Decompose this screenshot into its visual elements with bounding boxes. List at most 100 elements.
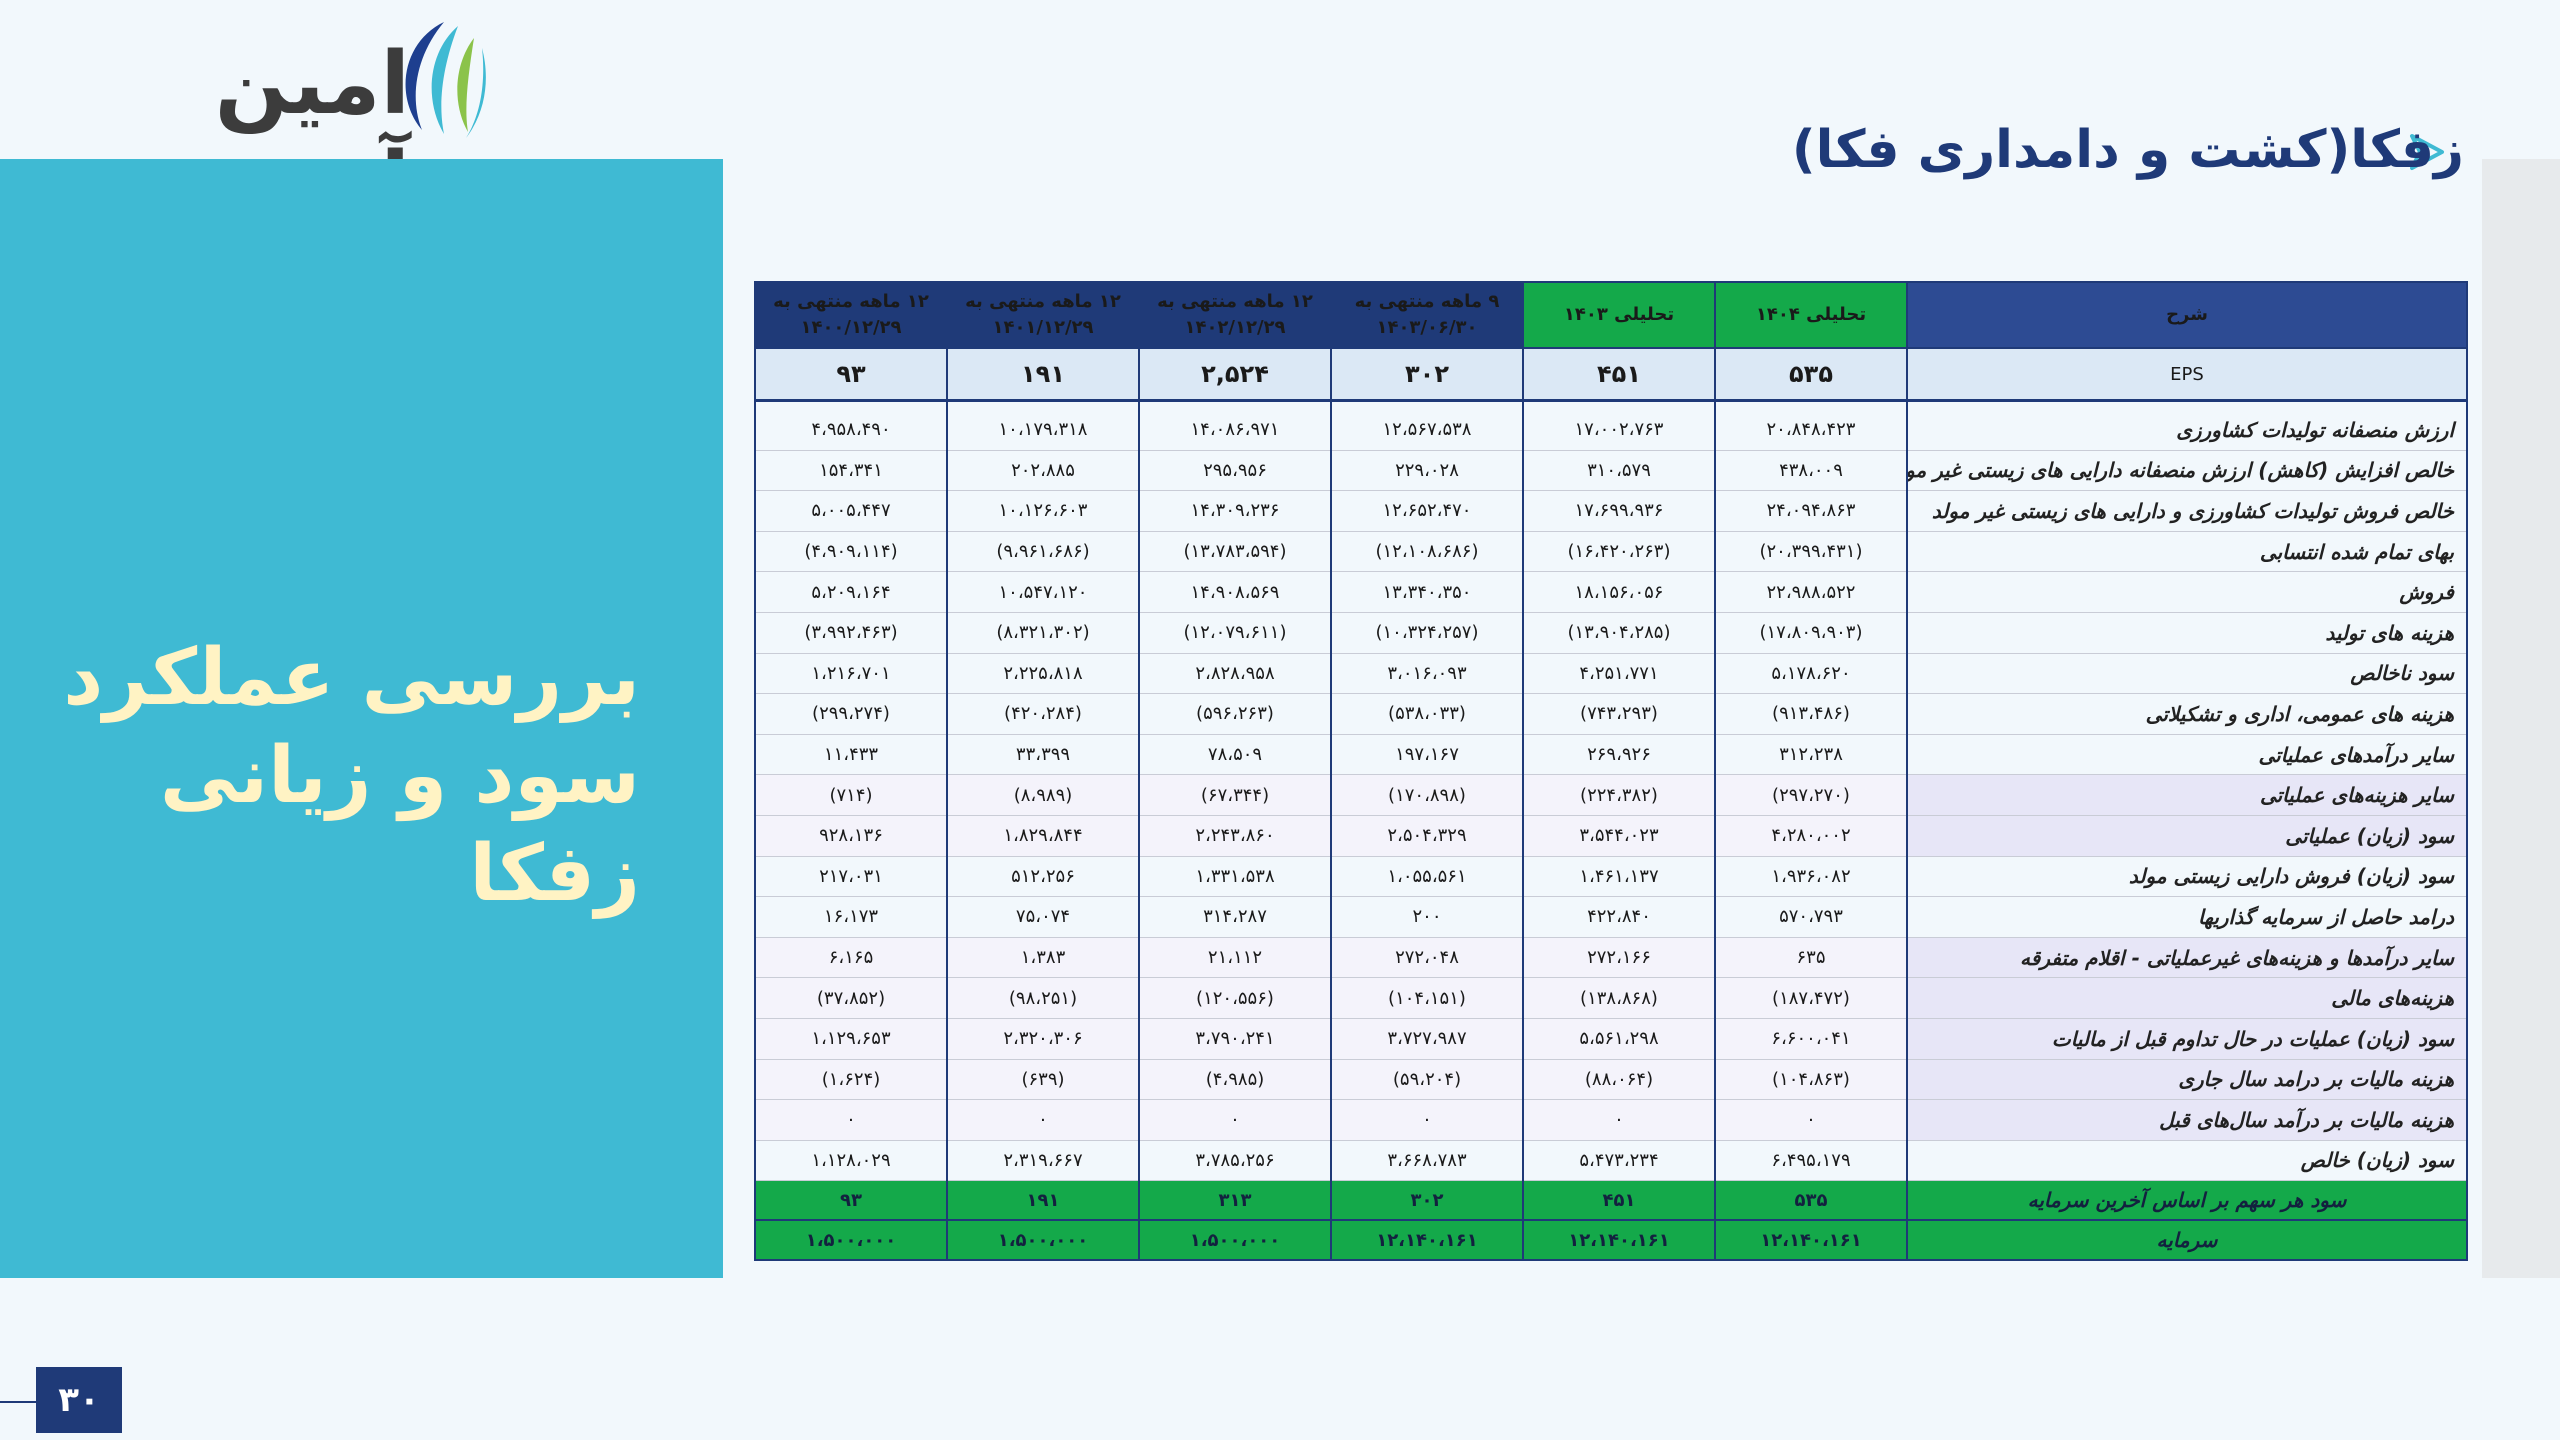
cell-value: (۳،۹۹۲،۴۶۳) <box>754 612 947 654</box>
cell-value: (۲۹۷،۲۷۰) <box>1714 774 1907 816</box>
cell-value: (۵۹،۲۰۴) <box>1330 1059 1523 1101</box>
cell-value: (۱۰،۳۲۴،۲۵۷) <box>1330 612 1523 654</box>
cell-value: ۰ <box>1522 1099 1715 1141</box>
summary-value: ۱،۵۰۰،۰۰۰ <box>754 1220 947 1262</box>
eps-value: ۵۳۵ <box>1714 348 1907 402</box>
cell-value: ۵،۴۷۳،۲۳۴ <box>1522 1140 1715 1182</box>
summary-value: ۹۳ <box>754 1180 947 1222</box>
cell-value: (۵۹۶،۲۶۳) <box>1138 693 1331 735</box>
cell-value: ۴۲۲،۸۴۰ <box>1522 896 1715 938</box>
summary-value: ۳۰۲ <box>1330 1180 1523 1222</box>
table-row: هزینه‌های مالی (۱۸۷،۴۷۲) (۱۳۸،۸۶۸) (۱۰۴،۱۵۱… <box>754 977 2467 1019</box>
header-col-1403: تحلیلی ۱۴۰۳ <box>1522 282 1715 349</box>
table-row: سود (زیان) عملیاتی ۴،۲۸۰،۰۰۲ ۳،۵۴۴،۰۲۳ ۲،۵۰… <box>754 815 2467 857</box>
cell-value: (۱۸۷،۴۷۲) <box>1714 977 1907 1019</box>
side-title-line-2: سود و زیانی زفکا <box>159 731 640 919</box>
cell-value: (۱۳،۹۰۴،۲۸۵) <box>1522 612 1715 654</box>
summary-value: ۱۲،۱۴۰،۱۶۱ <box>1522 1220 1715 1262</box>
cell-value: ۱۹۷،۱۶۷ <box>1330 734 1523 776</box>
header-col-12m-1400: ۱۲ ماهه منتهی به ۱۴۰۰/۱۲/۲۹ <box>754 282 947 349</box>
table-row: هزینه های تولید (۱۷،۸۰۹،۹۰۳) (۱۳،۹۰۴،۲۸۵)(… <box>754 612 2467 654</box>
row-label: فروش <box>1906 571 2467 613</box>
logo-swoosh-icon <box>405 22 486 138</box>
summary-value: ۴۵۱ <box>1522 1180 1715 1222</box>
cell-value: ۰ <box>1714 1099 1907 1141</box>
cell-value: ۷۵،۰۷۴ <box>946 896 1139 938</box>
eps-value: ۱۹۱ <box>946 348 1139 402</box>
eps-value: ۴۵۱ <box>1522 348 1715 402</box>
row-label: هزینه مالیات بر درامد سال جاری <box>1906 1059 2467 1101</box>
cell-value: ۱۲،۵۶۷،۵۳۸ <box>1330 400 1523 451</box>
cell-value: ۱،۳۳۱،۵۳۸ <box>1138 856 1331 898</box>
cell-value: ۳،۰۱۶،۰۹۳ <box>1330 653 1523 695</box>
page-number: ۳۰ <box>36 1367 122 1433</box>
cell-value: ۱،۱۲۸،۰۲۹ <box>754 1140 947 1182</box>
company-logo: امین آویـد <box>40 12 510 234</box>
cell-value: ۲۱۷،۰۳۱ <box>754 856 947 898</box>
cell-value: (۴،۹۰۹،۱۱۴) <box>754 531 947 573</box>
table-row: سود ناخالص ۵،۱۷۸،۶۲۰ ۴،۲۵۱،۷۷۱ ۳،۰۱۶،۰۹۳ ۲،۸… <box>754 653 2467 695</box>
row-label: خالص افزایش (کاهش) ارزش منصفانه دارایی ه… <box>1906 450 2467 492</box>
header-col-9m-1403: ۹ ماهه منتهی به ۱۴۰۳/۰۶/۳۰ <box>1330 282 1523 349</box>
cell-value: ۲۰۰ <box>1330 896 1523 938</box>
cell-value: ۹۲۸،۱۳۶ <box>754 815 947 857</box>
cell-value: ۲۴،۰۹۴،۸۶۳ <box>1714 490 1907 532</box>
cell-value: ۵،۵۶۱،۲۹۸ <box>1522 1018 1715 1060</box>
table-row: سود (زیان) عملیات در حال تداوم قبل از ما… <box>754 1018 2467 1060</box>
table-row: سود (زیان) خالص ۶،۴۹۵،۱۷۹ ۵،۴۷۳،۲۳۴ ۳،۶۶۸،۷… <box>754 1140 2467 1182</box>
cell-value: (۲۹۹،۲۷۴) <box>754 693 947 735</box>
row-label: سود (زیان) عملیات در حال تداوم قبل از ما… <box>1906 1018 2467 1060</box>
eps-label: EPS <box>1906 348 2467 402</box>
cell-value: (۸،۳۲۱،۳۰۲) <box>946 612 1139 654</box>
row-label: درامد حاصل از سرمایه گذاریها <box>1906 896 2467 938</box>
table-row: هزینه مالیات بر درآمد سال‌های قبل ۰ ۰ ۰ ۰ ۰ ۰ <box>754 1099 2467 1141</box>
cell-value: ۴۳۸،۰۰۹ <box>1714 450 1907 492</box>
table-row: سایر درآمدها و هزینه‌های غیرعملیاتی - اق… <box>754 937 2467 979</box>
cell-value: ۰ <box>1138 1099 1331 1141</box>
cell-value: ۰ <box>754 1099 947 1141</box>
summary-value: ۵۳۵ <box>1714 1180 1907 1222</box>
cell-value: ۳،۶۶۸،۷۸۳ <box>1330 1140 1523 1182</box>
cell-value: ۳،۷۲۷،۹۸۷ <box>1330 1018 1523 1060</box>
summary-value: ۱،۵۰۰،۰۰۰ <box>946 1220 1139 1262</box>
cell-value: ۱۴،۰۸۶،۹۷۱ <box>1138 400 1331 451</box>
row-label: بهای تمام شده انتسابی <box>1906 531 2467 573</box>
arrow-right-icon <box>2410 134 2444 170</box>
cell-value: ۵۷۰،۷۹۳ <box>1714 896 1907 938</box>
cell-value: (۸۸،۰۶۴) <box>1522 1059 1715 1101</box>
cell-value: ۲۰۲،۸۸۵ <box>946 450 1139 492</box>
eps-value: ۹۳ <box>754 348 947 402</box>
table-row: درامد حاصل از سرمایه گذاریها ۵۷۰،۷۹۳ ۴۲۲،۸… <box>754 896 2467 938</box>
cell-value: ۱،۱۲۹،۶۵۳ <box>754 1018 947 1060</box>
summary-value: ۱،۵۰۰،۰۰۰ <box>1138 1220 1331 1262</box>
header-col-12m-1401: ۱۲ ماهه منتهی به ۱۴۰۱/۱۲/۲۹ <box>946 282 1139 349</box>
table-row: خالص افزایش (کاهش) ارزش منصفانه دارایی ه… <box>754 450 2467 492</box>
cell-value: ۱۲،۶۵۲،۴۷۰ <box>1330 490 1523 532</box>
cell-value: ۲،۲۴۳،۸۶۰ <box>1138 815 1331 857</box>
summary-row: سود هر سهم بر اساس آخرین سرمایه ۵۳۵ ۴۵۱ ۳۰۲… <box>754 1180 2467 1222</box>
header-col-1404: تحلیلی ۱۴۰۴ <box>1714 282 1907 349</box>
cell-value: ۱۰،۱۷۹،۳۱۸ <box>946 400 1139 451</box>
cell-value: ۱،۰۵۵،۵۶۱ <box>1330 856 1523 898</box>
cell-value: (۱،۶۲۴) <box>754 1059 947 1101</box>
cell-value: (۱۰۴،۸۶۳) <box>1714 1059 1907 1101</box>
table-row: هزینه مالیات بر درامد سال جاری (۱۰۴،۸۶۳)(… <box>754 1059 2467 1101</box>
table-row: هزینه های عمومی، اداری و تشکیلاتی (۹۱۳،۴۸… <box>754 693 2467 735</box>
cell-value: ۰ <box>946 1099 1139 1141</box>
cell-value: ۱۴،۳۰۹،۲۳۶ <box>1138 490 1331 532</box>
eps-value: ۲,۵۲۴ <box>1138 348 1331 402</box>
cell-value: ۳،۷۸۵،۲۵۶ <box>1138 1140 1331 1182</box>
cell-value: ۴،۲۵۱،۷۷۱ <box>1522 653 1715 695</box>
row-label: هزینه های عمومی، اداری و تشکیلاتی <box>1906 693 2467 735</box>
cell-value: ۲،۳۱۹،۶۶۷ <box>946 1140 1139 1182</box>
cell-value: ۲،۳۲۰،۳۰۶ <box>946 1018 1139 1060</box>
cell-value: ۱۴،۹۰۸،۵۶۹ <box>1138 571 1331 613</box>
cell-value: (۴۲۰،۲۸۴) <box>946 693 1139 735</box>
cell-value: ۱،۴۶۱،۱۳۷ <box>1522 856 1715 898</box>
cell-value: ۲،۲۲۵،۸۱۸ <box>946 653 1139 695</box>
slide-title: زفکا(کشت و دامداری فکا) <box>1791 120 2464 180</box>
cell-value: (۶۳۹) <box>946 1059 1139 1101</box>
summary-value: ۱۲،۱۴۰،۱۶۱ <box>1714 1220 1907 1262</box>
row-label: سود (زیان) عملیاتی <box>1906 815 2467 857</box>
cell-value: (۴،۹۸۵) <box>1138 1059 1331 1101</box>
